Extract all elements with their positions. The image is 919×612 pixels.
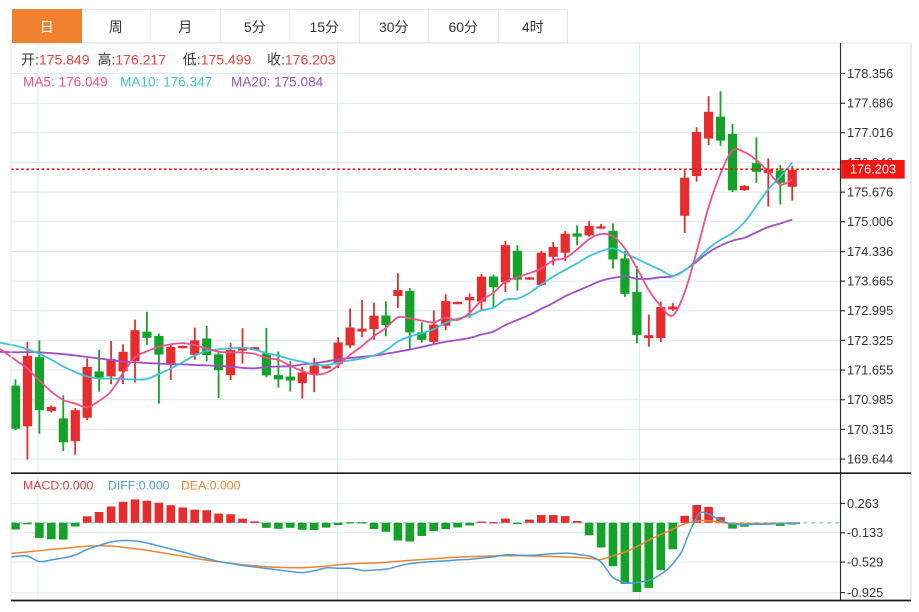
- svg-text:177.016: 177.016: [847, 125, 893, 140]
- svg-text:170.985: 170.985: [847, 392, 893, 407]
- svg-text:高:176.217: 高:176.217: [98, 52, 167, 68]
- svg-text:DEA:0.000: DEA:0.000: [181, 478, 241, 492]
- svg-text:170.315: 170.315: [847, 422, 893, 437]
- svg-text:收:176.203: 收:176.203: [267, 52, 336, 68]
- svg-text:169.644: 169.644: [847, 452, 893, 467]
- svg-text:175.676: 175.676: [847, 185, 893, 200]
- svg-text:173.665: 173.665: [847, 274, 893, 289]
- svg-text:-0.925: -0.925: [847, 585, 883, 600]
- svg-text:174.336: 174.336: [847, 244, 893, 259]
- svg-text:MA10: 176.347: MA10: 176.347: [120, 74, 212, 89]
- svg-text:177.686: 177.686: [847, 96, 893, 111]
- svg-text:171.655: 171.655: [847, 363, 893, 378]
- svg-text:176.203: 176.203: [850, 162, 896, 177]
- svg-text:DIFF:0.000: DIFF:0.000: [108, 478, 170, 492]
- svg-text:175.006: 175.006: [847, 214, 893, 229]
- svg-text:178.356: 178.356: [847, 66, 893, 81]
- svg-text:-0.133: -0.133: [847, 525, 883, 540]
- svg-text:MA5: 176.049: MA5: 176.049: [23, 74, 108, 89]
- svg-text:MA20: 175.084: MA20: 175.084: [231, 74, 324, 89]
- svg-text:开:175.849: 开:175.849: [21, 52, 90, 68]
- svg-text:MACD:0.000: MACD:0.000: [23, 478, 94, 492]
- svg-text:-0.529: -0.529: [847, 555, 883, 570]
- svg-text:0.263: 0.263: [847, 496, 879, 511]
- svg-text:低:175.499: 低:175.499: [183, 52, 252, 68]
- svg-text:172.325: 172.325: [847, 333, 893, 348]
- svg-text:172.995: 172.995: [847, 303, 893, 318]
